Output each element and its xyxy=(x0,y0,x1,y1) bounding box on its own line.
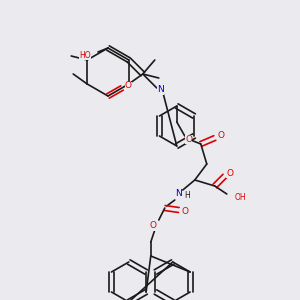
Text: N: N xyxy=(176,190,182,199)
Text: O: O xyxy=(185,134,192,143)
Text: O: O xyxy=(226,169,233,178)
Text: H: H xyxy=(184,191,190,200)
Text: OH: OH xyxy=(235,194,246,202)
Text: HO: HO xyxy=(80,50,91,59)
Text: N: N xyxy=(158,85,164,94)
Text: O: O xyxy=(149,221,156,230)
Text: O: O xyxy=(124,82,131,91)
Text: O: O xyxy=(217,131,224,140)
Text: O: O xyxy=(181,208,188,217)
